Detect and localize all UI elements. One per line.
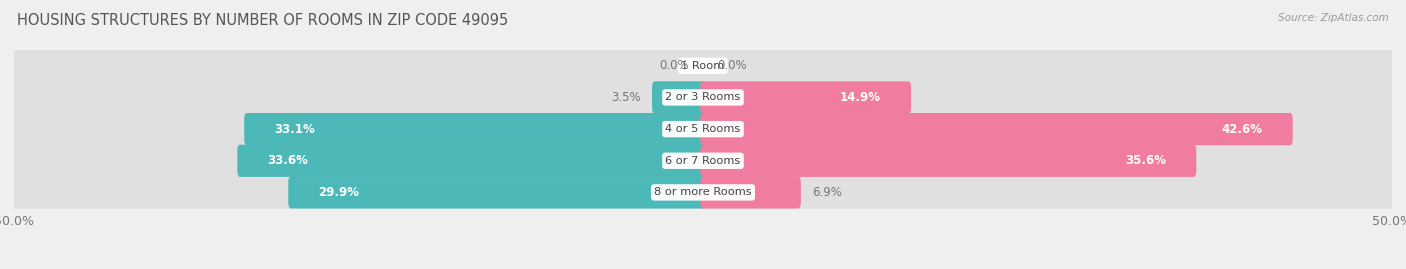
FancyBboxPatch shape [288,176,706,208]
Text: 0.0%: 0.0% [659,59,689,72]
Text: 8 or more Rooms: 8 or more Rooms [654,187,752,197]
FancyBboxPatch shape [700,145,1395,177]
FancyBboxPatch shape [700,81,1395,114]
Text: 14.9%: 14.9% [839,91,880,104]
FancyBboxPatch shape [11,145,706,177]
Text: Source: ZipAtlas.com: Source: ZipAtlas.com [1278,13,1389,23]
Legend: Owner-occupied, Renter-occupied: Owner-occupied, Renter-occupied [565,264,841,269]
FancyBboxPatch shape [700,145,1197,177]
FancyBboxPatch shape [700,113,1292,145]
FancyBboxPatch shape [700,81,911,114]
FancyBboxPatch shape [11,113,706,145]
FancyBboxPatch shape [14,86,1392,109]
FancyBboxPatch shape [14,54,1392,77]
FancyBboxPatch shape [11,81,706,114]
Text: 35.6%: 35.6% [1125,154,1166,167]
FancyBboxPatch shape [14,181,1392,204]
Text: HOUSING STRUCTURES BY NUMBER OF ROOMS IN ZIP CODE 49095: HOUSING STRUCTURES BY NUMBER OF ROOMS IN… [17,13,508,29]
Text: 4 or 5 Rooms: 4 or 5 Rooms [665,124,741,134]
Text: 6 or 7 Rooms: 6 or 7 Rooms [665,156,741,166]
Text: 42.6%: 42.6% [1222,123,1263,136]
FancyBboxPatch shape [700,50,1395,82]
FancyBboxPatch shape [11,50,706,82]
Text: 2 or 3 Rooms: 2 or 3 Rooms [665,93,741,102]
Text: 1 Room: 1 Room [682,61,724,71]
FancyBboxPatch shape [700,176,1395,208]
FancyBboxPatch shape [245,113,706,145]
FancyBboxPatch shape [238,145,706,177]
Text: 33.1%: 33.1% [274,123,315,136]
Text: 29.9%: 29.9% [319,186,360,199]
Text: 33.6%: 33.6% [267,154,308,167]
FancyBboxPatch shape [14,118,1392,140]
FancyBboxPatch shape [14,149,1392,172]
FancyBboxPatch shape [700,176,801,208]
Text: 0.0%: 0.0% [717,59,747,72]
Text: 3.5%: 3.5% [612,91,641,104]
FancyBboxPatch shape [700,113,1395,145]
Text: 6.9%: 6.9% [811,186,842,199]
FancyBboxPatch shape [11,176,706,208]
FancyBboxPatch shape [652,81,706,114]
